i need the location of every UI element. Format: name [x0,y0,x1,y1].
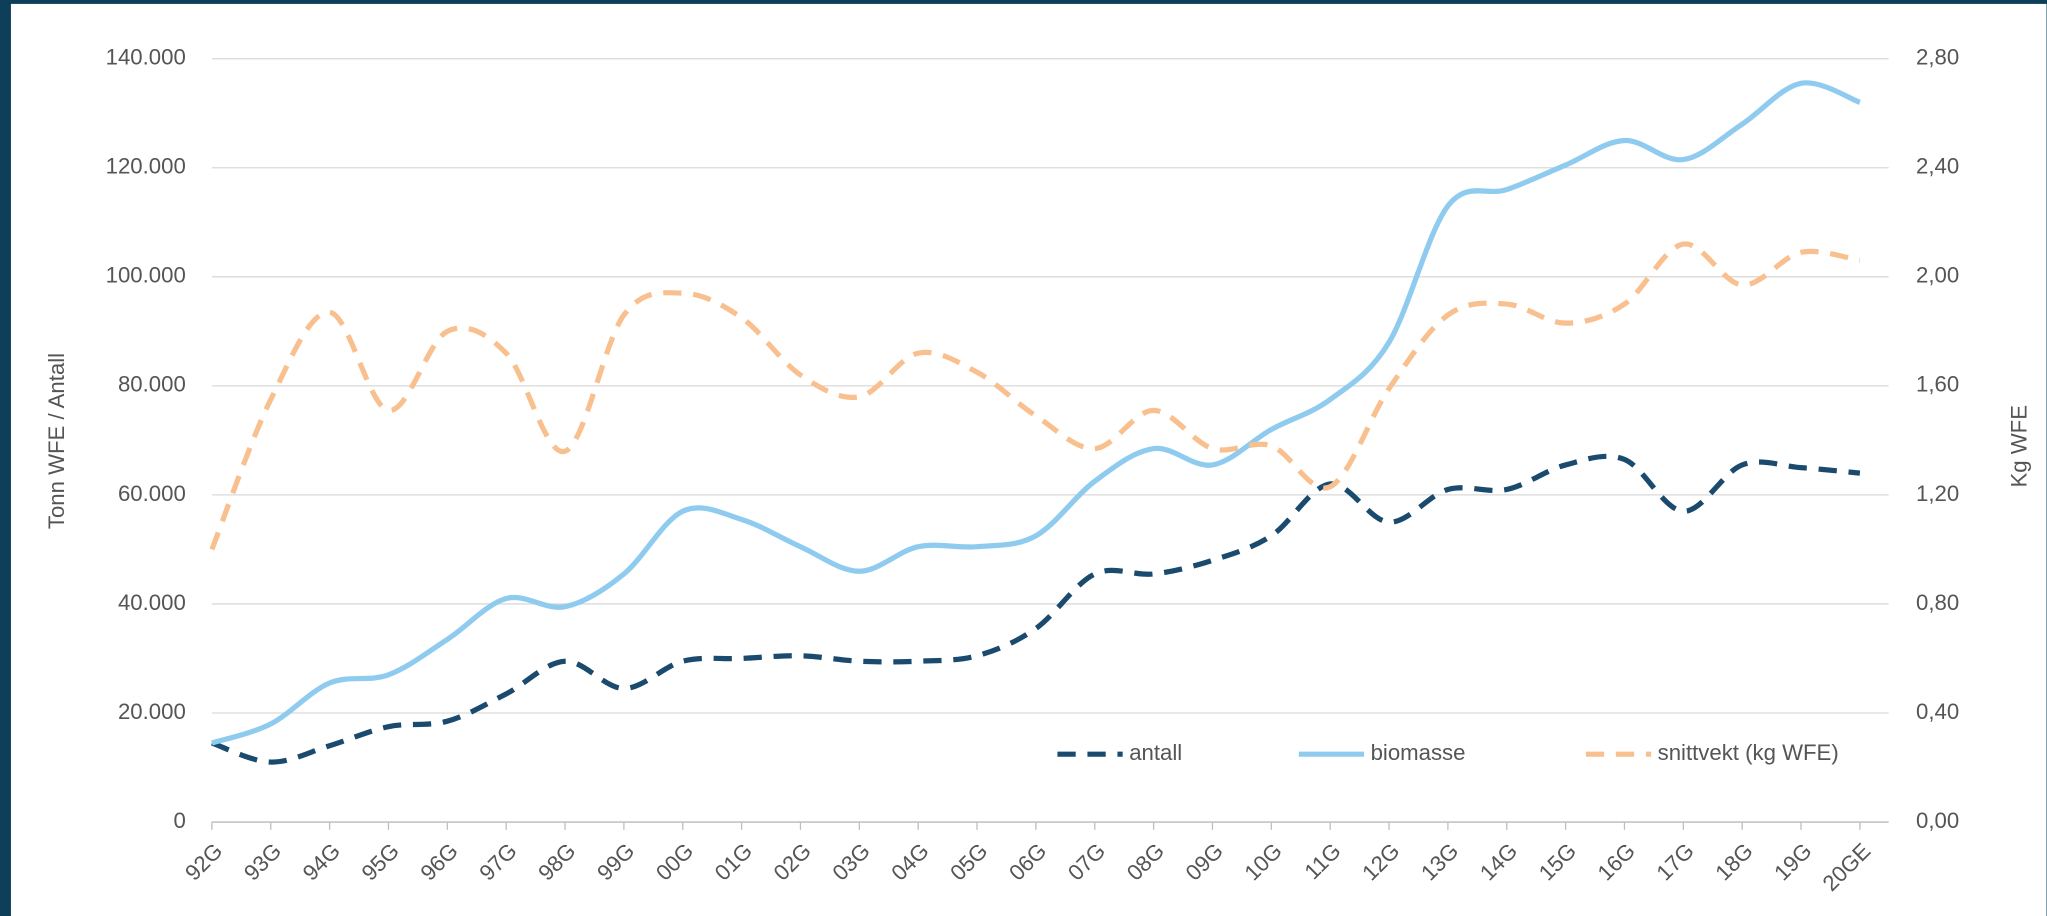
y-tick-label: 140.000 [106,45,186,70]
legend-label: antall [1129,740,1182,765]
y-tick-label: 60.000 [118,481,186,506]
plot-background [10,3,2047,916]
series-line [209,241,1861,551]
y2-tick-label: 1,60 [1916,372,1959,397]
legend-label: snittvekt (kg WFE) [1658,740,1839,765]
y-tick-label: 80.000 [118,372,186,397]
y2-tick-label: 1,20 [1916,481,1959,506]
y-axis-title: Tonn WFE / Antall [44,353,69,529]
y2-tick-label: 2,40 [1916,154,1959,179]
y2-tick-label: 0,40 [1916,699,1959,724]
y-tick-label: 100.000 [106,263,186,288]
y2-tick-label: 2,80 [1916,45,1959,70]
legend-label: biomasse [1371,740,1466,765]
y-tick-label: 40.000 [118,590,186,615]
y2-tick-label: 0,00 [1916,808,1959,833]
y-tick-label: 120.000 [106,154,186,179]
y-tick-label: 0 [173,808,185,833]
y2-axis-title: Kg WFE [2006,405,2031,488]
y2-tick-label: 0,80 [1916,590,1959,615]
y2-tick-label: 2,00 [1916,263,1959,288]
y-tick-label: 20.000 [118,699,186,724]
series-line [211,80,1861,746]
series-line [210,453,1861,765]
